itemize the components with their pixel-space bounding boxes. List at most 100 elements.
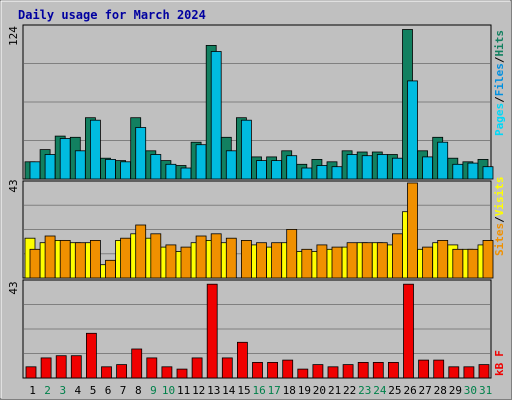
x-tick-label-20: 20 [313,384,326,397]
legend-separator: / [493,56,506,63]
bar-visits-day-5 [90,239,101,279]
bar-files-day-5 [90,119,101,180]
bar-kb-f-day-1 [25,366,37,379]
bar-files-day-17 [271,160,283,180]
bar-kb-f-day-19 [297,368,309,379]
bar-kb-f-day-15 [236,341,248,379]
bar-visits-day-28 [437,239,449,279]
bar-files-day-1 [29,161,41,180]
bar-files-day-10 [165,163,177,180]
legend-sites: Sites [493,223,506,256]
bar-files-day-25 [391,157,403,180]
chart-title: Daily usage for March 2024 [18,8,206,22]
bottom-panel-ymax: 43 [7,281,20,294]
x-axis-labels: 1 2 3 4 5 6 7 8 9 10 11 12 13 14 15 16 17 18 19 20 21 22 23 24 2… [29,384,492,397]
bar-visits-day-21 [331,246,343,279]
bar-kb-f-day-17 [267,361,279,379]
x-tick-label-28: 28 [434,384,447,397]
bar-kb-f-day-24 [372,361,384,379]
x-tick-label-2: 2 [44,384,51,397]
bar-files-day-22 [346,154,358,180]
bar-kb-f-day-13 [206,283,218,379]
x-tick-label-13: 13 [207,384,220,397]
bar-visits-day-14 [225,237,237,279]
bar-visits-day-16 [256,242,267,279]
bar-files-day-28 [437,141,449,180]
bar-visits-day-6 [105,259,116,279]
bar-kb-f-day-30 [463,366,475,379]
bar-kb-f-day-14 [221,357,233,379]
x-tick-label-6: 6 [105,384,112,397]
x-tick-label-21: 21 [328,384,341,397]
x-tick-label-16: 16 [252,384,265,397]
bar-visits-day-30 [467,248,479,279]
bar-kb-f-day-9 [146,357,158,379]
bar-kb-f-day-20 [312,364,324,379]
bar-visits-day-20 [316,244,328,279]
bar-files-day-14 [225,150,237,180]
x-tick-label-10: 10 [162,384,175,397]
bar-visits-day-12 [195,235,207,279]
bar-kb-f-day-3 [55,355,67,379]
x-tick-label-30: 30 [464,384,477,397]
bar-kb-f-day-16 [252,361,263,379]
middle-panel-ymax: 43 [7,179,20,192]
bar-visits-day-2 [44,235,56,279]
bar-visits-day-13 [210,233,222,279]
bar-files-day-18 [286,155,298,180]
bar-visits-day-19 [301,248,313,279]
bar-visits-day-11 [180,246,192,279]
x-tick-label-7: 7 [120,384,127,397]
bar-files-day-24 [376,154,388,180]
bar-visits-day-10 [165,244,177,279]
bar-files-day-13 [210,51,222,180]
bar-kb-f-day-6 [101,366,112,379]
bar-files-day-15 [240,119,252,180]
bar-kb-f-day-5 [86,332,97,379]
legend-kb: kB [493,362,506,376]
bar-kb-f-day-25 [387,361,399,379]
x-tick-label-26: 26 [403,384,416,397]
bar-files-day-29 [452,163,464,180]
bar-files-day-8 [135,127,147,180]
bar-visits-day-31 [482,239,494,279]
bar-visits-day-25 [391,233,403,279]
bar-files-day-7 [120,161,131,180]
x-tick-label-25: 25 [388,384,401,397]
x-tick-label-31: 31 [479,384,492,397]
bar-kb-f-day-10 [161,366,173,379]
middle-panel-legend: Sites/Visits [493,177,506,257]
bar-files-day-30 [467,162,479,180]
bar-marks [24,29,494,379]
bar-visits-day-9 [150,233,162,279]
x-tick-label-18: 18 [283,384,296,397]
legend-files: Files [493,63,506,96]
legend-hits: Hits [493,30,506,57]
bar-files-day-11 [180,167,192,180]
bar-files-day-31 [482,166,494,180]
bar-kb-f-day-12 [191,357,203,379]
legend-f: F [493,350,506,357]
x-tick-label-24: 24 [373,384,387,397]
bottom-panel-legend: kB F [493,350,506,376]
bar-visits-day-24 [376,242,388,279]
bar-files-day-26 [407,80,418,180]
bar-visits-day-23 [361,242,373,279]
bar-kb-f-day-21 [327,366,339,379]
bar-files-day-2 [44,154,56,180]
bar-files-day-19 [301,167,313,180]
bar-visits-day-29 [452,248,464,279]
bar-visits-day-17 [271,242,283,279]
x-tick-label-8: 8 [135,384,142,397]
x-tick-label-3: 3 [59,384,66,397]
bar-kb-f-day-26 [403,283,414,379]
bar-visits-day-4 [74,242,86,279]
bar-visits-day-26 [407,182,418,279]
bar-kb-f-day-11 [176,368,188,379]
x-tick-label-27: 27 [418,384,431,397]
legend-visits: Visits [493,177,506,217]
bar-files-day-3 [59,138,71,180]
bar-visits-day-7 [120,237,131,279]
bar-visits-day-15 [240,239,252,279]
